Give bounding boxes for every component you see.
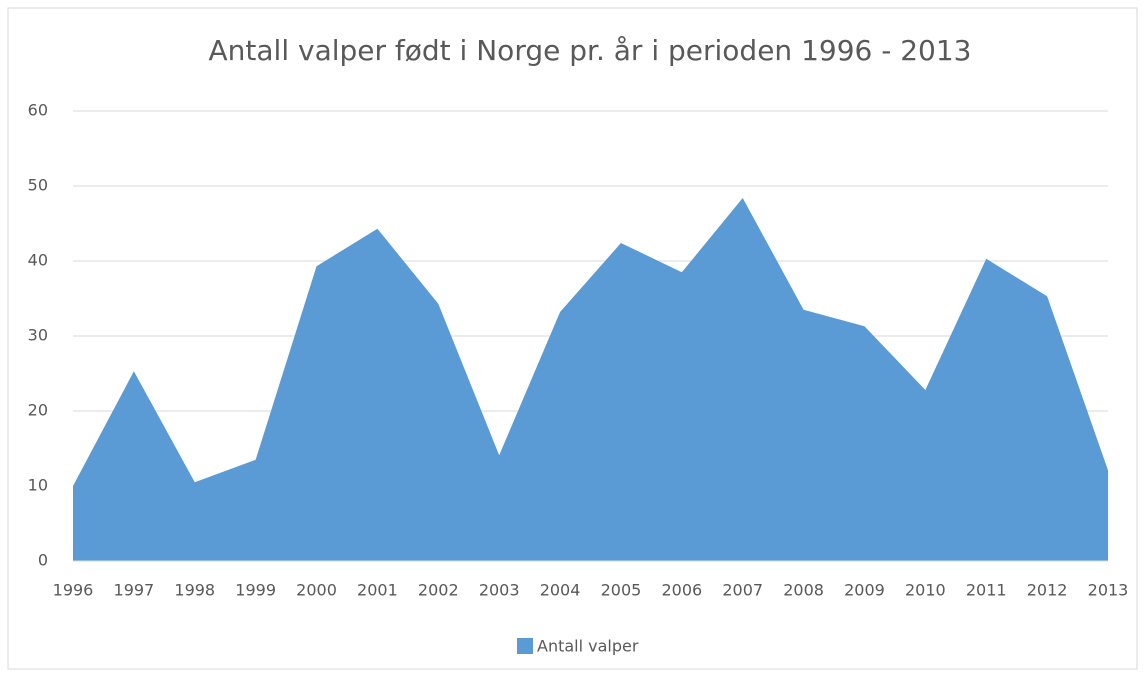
y-tick-label: 20 bbox=[28, 401, 48, 420]
chart-title: Antall valper født i Norge pr. år i peri… bbox=[209, 34, 972, 67]
legend-label: Antall valper bbox=[537, 637, 639, 656]
y-tick-label: 30 bbox=[28, 326, 48, 345]
y-tick-label: 10 bbox=[28, 476, 48, 495]
y-tick-label: 50 bbox=[28, 176, 48, 195]
x-tick-label: 2009 bbox=[844, 581, 885, 600]
x-tick-label: 1999 bbox=[235, 581, 276, 600]
x-tick-label: 2008 bbox=[783, 581, 824, 600]
x-tick-label: 1998 bbox=[174, 581, 215, 600]
area bbox=[73, 198, 1108, 561]
x-tick-label: 2011 bbox=[966, 581, 1007, 600]
x-tick-label: 2005 bbox=[601, 581, 642, 600]
x-tick-label: 2001 bbox=[357, 581, 398, 600]
x-tick-label: 2000 bbox=[296, 581, 337, 600]
x-tick-label: 2006 bbox=[661, 581, 702, 600]
x-tick-label: 2003 bbox=[479, 581, 520, 600]
legend-swatch bbox=[517, 638, 533, 654]
y-tick-label: 40 bbox=[28, 251, 48, 270]
x-tick-label: 2010 bbox=[905, 581, 946, 600]
x-tick-label: 1997 bbox=[114, 581, 155, 600]
x-tick-label: 2013 bbox=[1088, 581, 1129, 600]
x-tick-label: 2002 bbox=[418, 581, 459, 600]
x-tick-label: 1996 bbox=[53, 581, 94, 600]
y-tick-label: 0 bbox=[38, 551, 48, 570]
x-tick-label: 2012 bbox=[1027, 581, 1068, 600]
x-tick-label: 2007 bbox=[722, 581, 763, 600]
x-tick-label: 2004 bbox=[540, 581, 581, 600]
y-tick-label: 60 bbox=[28, 101, 48, 120]
